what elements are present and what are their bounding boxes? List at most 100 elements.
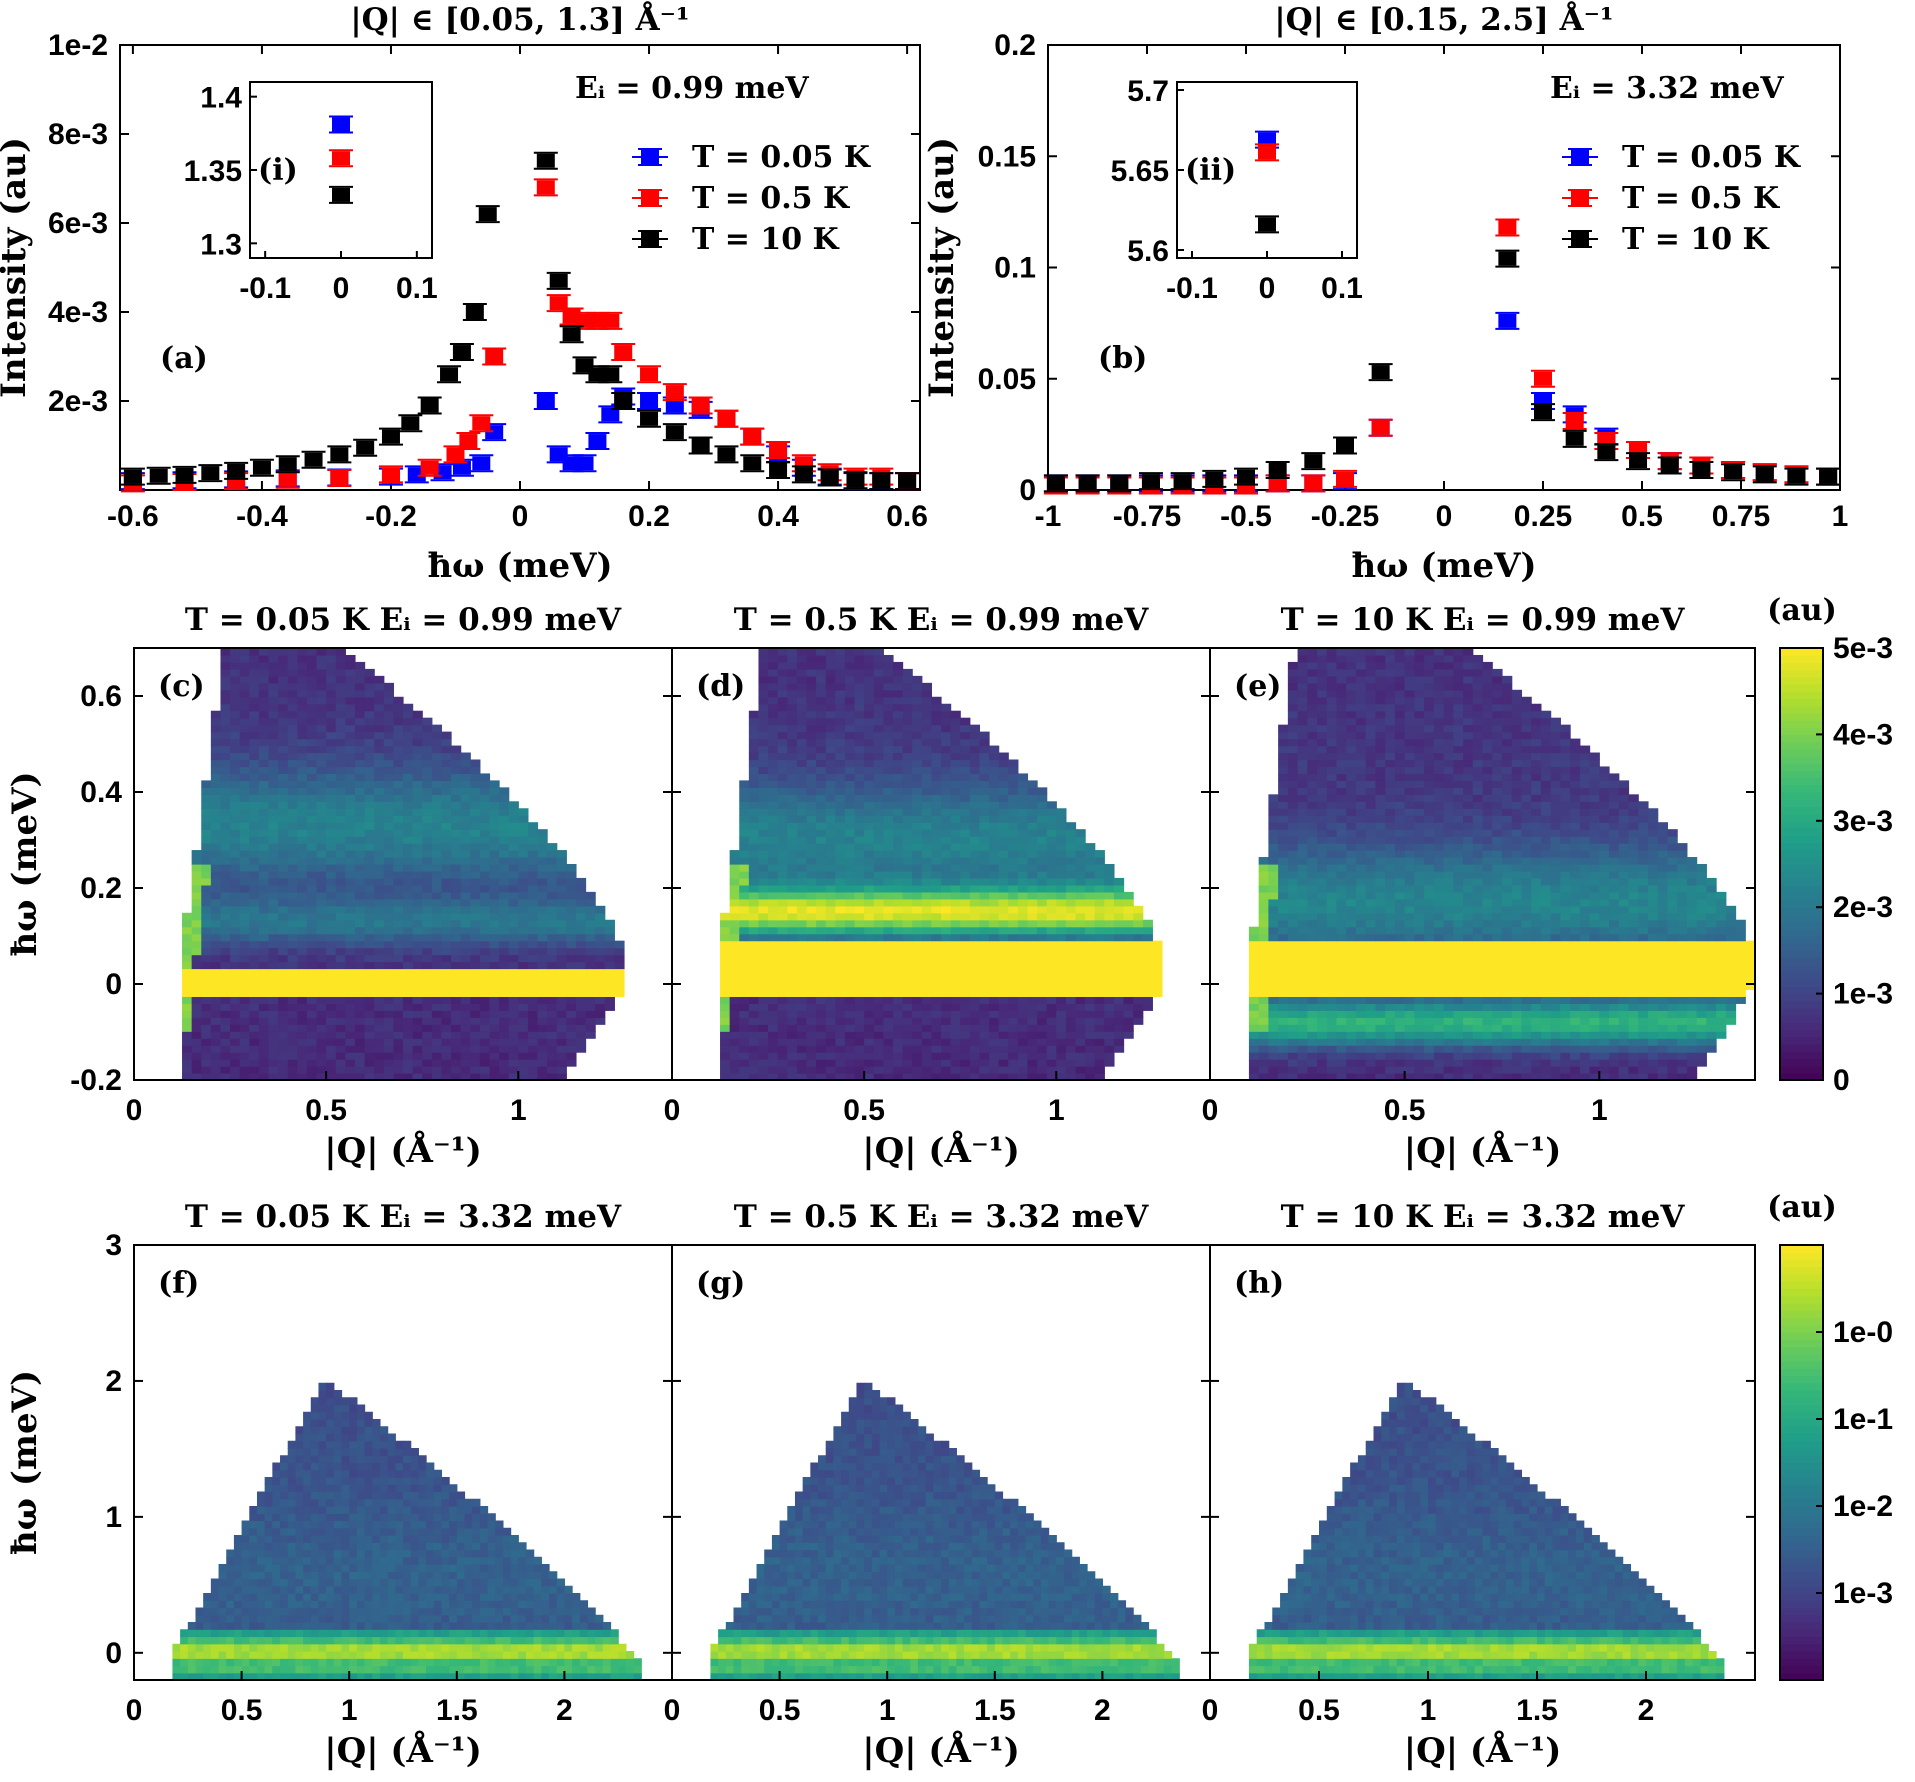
heatmap-cell xyxy=(335,1059,346,1067)
heatmap-cell xyxy=(777,745,788,754)
heatmap-cell xyxy=(979,891,990,900)
heatmap-cell xyxy=(998,1024,1009,1032)
heatmap-cell xyxy=(460,919,471,928)
heatmap-cell xyxy=(892,857,904,865)
heatmap-cell xyxy=(768,668,779,677)
heatmap-cell xyxy=(1037,1024,1048,1032)
heatmap-cell xyxy=(306,919,318,928)
heatmap-cell xyxy=(268,968,279,977)
heatmap-cell xyxy=(931,815,942,823)
heatmap-cell xyxy=(931,773,942,781)
heatmap-cell xyxy=(508,822,519,830)
heatmap-cell xyxy=(422,926,433,935)
heatmap-cell xyxy=(556,975,567,984)
heatmap-cell xyxy=(422,759,433,768)
heatmap-cell xyxy=(912,815,923,823)
heatmap-cell xyxy=(518,857,529,865)
heatmap-cell xyxy=(249,738,260,747)
heatmap-cell xyxy=(1113,961,1125,970)
heatmap-cell xyxy=(806,870,817,879)
heatmap-cell xyxy=(220,822,231,830)
heatmap-cell xyxy=(912,884,923,893)
heatmap-cell xyxy=(412,773,423,781)
heatmap-cell xyxy=(1037,1073,1048,1081)
heatmap-cell xyxy=(412,829,423,837)
heatmap-cell xyxy=(191,1017,202,1025)
heatmap-cell xyxy=(720,961,731,970)
heatmap-cell xyxy=(326,961,337,970)
heatmap-cell xyxy=(431,968,443,977)
heatmap-cell xyxy=(403,919,414,928)
heatmap-cell xyxy=(306,1024,318,1032)
heatmap-cell xyxy=(1008,891,1019,900)
heatmap-cell xyxy=(239,1073,250,1081)
heatmap-cell xyxy=(326,648,337,656)
heatmap-cell xyxy=(720,1073,731,1081)
heatmap-cell xyxy=(912,745,923,754)
heatmap-cell xyxy=(816,919,827,928)
heatmap-cell xyxy=(239,787,250,795)
heatmap-cell xyxy=(758,1031,769,1039)
heatmap-cell xyxy=(1037,975,1048,984)
heatmap-cell xyxy=(230,1052,241,1060)
heatmap-cell xyxy=(1085,1059,1096,1067)
heatmap-cell xyxy=(806,850,817,858)
heatmap-cell xyxy=(758,773,769,781)
heatmap-cell xyxy=(825,968,836,977)
heatmap-cell xyxy=(422,1045,433,1053)
heatmap-cell xyxy=(345,968,356,977)
heatmap-cell xyxy=(777,1010,788,1018)
heatmap-cell xyxy=(1027,836,1038,844)
heatmap-cell xyxy=(1037,891,1048,900)
heatmap-cell xyxy=(1142,933,1153,942)
heatmap-cell xyxy=(278,926,289,935)
heatmap-cell xyxy=(1017,940,1029,949)
heatmap-cell xyxy=(806,773,817,781)
heatmap-cell xyxy=(854,745,865,754)
heatmap-cell xyxy=(489,1031,500,1039)
heatmap-cell xyxy=(787,794,798,802)
heatmap-cell xyxy=(547,940,558,949)
heatmap-cell xyxy=(739,947,750,956)
heatmap-cell xyxy=(614,961,625,970)
heatmap-cell xyxy=(556,1003,567,1011)
heatmap-cell xyxy=(287,731,298,740)
heatmap-cell xyxy=(892,905,904,914)
heatmap-cell xyxy=(393,801,404,809)
heatmap-cell xyxy=(460,926,471,935)
heatmap-cell xyxy=(441,752,452,761)
heatmap-cell xyxy=(777,954,788,963)
heatmap-cell xyxy=(249,877,260,886)
panel-c: T = 0.05 K Eᵢ = 0.99 meV|Q| (Å⁻¹)(c)ħω (… xyxy=(5,602,673,1171)
heatmap-cell xyxy=(969,975,981,984)
heatmap-cell xyxy=(1152,968,1163,977)
heatmap-cell xyxy=(883,1059,894,1067)
heatmap-cell xyxy=(566,968,577,977)
data-point xyxy=(1371,365,1390,380)
heatmap-cell xyxy=(220,745,231,754)
heatmap-cell xyxy=(374,1052,385,1060)
heatmap-cell xyxy=(989,780,1000,788)
heatmap-cell xyxy=(287,912,298,921)
heatmap-cell xyxy=(354,1003,366,1011)
heatmap-cell xyxy=(297,1038,308,1046)
heatmap-cell xyxy=(806,738,817,747)
heatmap-cell xyxy=(470,1031,481,1039)
heatmap-cell xyxy=(220,738,231,747)
heatmap-cell xyxy=(912,926,923,935)
heatmap-cell xyxy=(998,898,1009,907)
heatmap-cell xyxy=(268,1059,279,1067)
heatmap-cell xyxy=(258,801,270,809)
heatmap-cell xyxy=(768,857,779,865)
heatmap-cell xyxy=(1017,787,1029,795)
heatmap-cell xyxy=(720,1066,731,1074)
heatmap-cell xyxy=(326,808,337,816)
data-point xyxy=(665,425,684,440)
heatmap-cell xyxy=(556,857,567,865)
heatmap-cell xyxy=(912,912,923,921)
heatmap-cell xyxy=(921,829,932,837)
heatmap-cell xyxy=(950,1073,961,1081)
heatmap-cell xyxy=(758,829,769,837)
heatmap-cell xyxy=(892,1052,904,1060)
heatmap-cell xyxy=(249,864,260,872)
